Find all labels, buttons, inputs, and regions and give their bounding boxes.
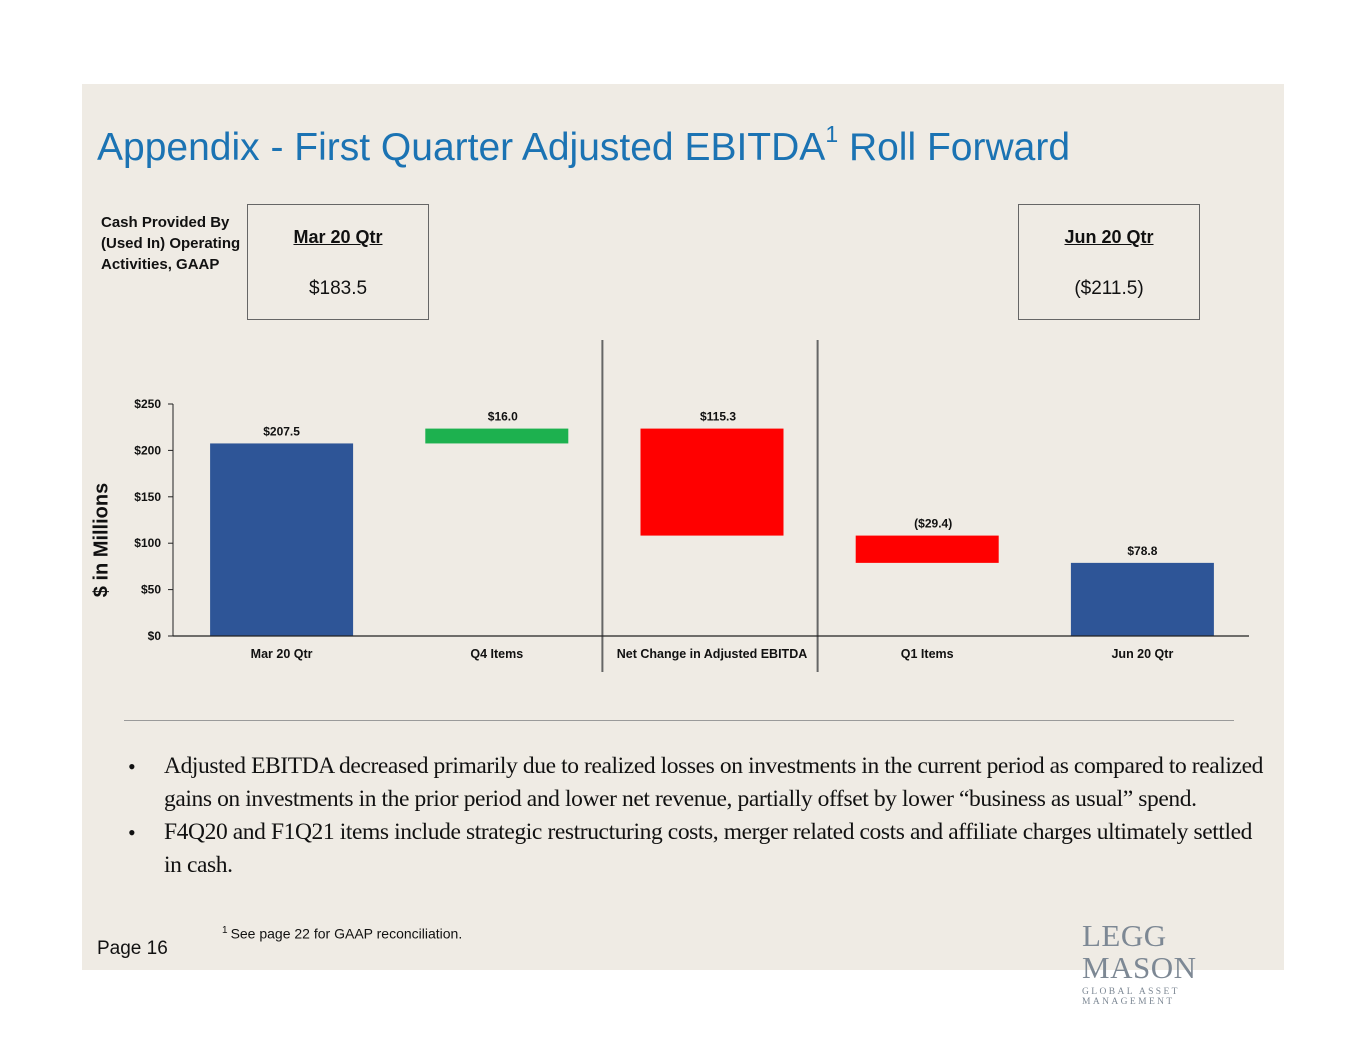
bar <box>855 535 999 563</box>
data-label: ($29.4) <box>914 517 952 531</box>
logo-tagline: GLOBAL ASSET MANAGEMENT <box>1082 987 1180 1007</box>
logo-name: LEGG MASON <box>1082 918 1197 985</box>
y-tick-label: $0 <box>148 629 162 643</box>
bar <box>425 428 569 444</box>
page-title: Appendix - First Quarter Adjusted EBITDA… <box>97 121 1071 170</box>
y-tick-label: $50 <box>141 583 161 597</box>
cash-flow-box-mar20: Mar 20 Qtr $183.5 <box>247 204 429 320</box>
x-tick-label: Mar 20 Qtr <box>251 647 313 661</box>
data-label: $16.0 <box>488 410 518 424</box>
cash-flow-label: Cash Provided By (Used In) Operating Act… <box>101 214 241 273</box>
data-label: $78.8 <box>1127 544 1157 558</box>
cash-flow-box-value: $183.5 <box>308 278 368 299</box>
x-tick-label: Q1 Items <box>901 647 954 661</box>
data-label: $115.3 <box>700 410 736 424</box>
cash-flow-box-value: ($211.5) <box>1074 278 1144 299</box>
legg-mason-logo: LEGG MASON GLOBAL ASSET MANAGEMENT <box>1082 918 1272 1008</box>
y-tick-label: $150 <box>134 490 161 504</box>
divider-line <box>124 720 1234 721</box>
bullet-list: • Adjusted EBITDA decreased primarily due… <box>120 750 1270 882</box>
waterfall-chart: $0 $50 $100 $150 $200 $250 $207.5 Mar 20 Qtr $16… <box>134 340 1249 672</box>
bullet-item: • F4Q20 and F1Q21 items include strategic… <box>120 816 1270 882</box>
cash-flow-box-heading: Mar 20 Qtr <box>293 227 383 247</box>
footnote: 1 See page 22 for GAAP reconciliation. <box>222 925 463 942</box>
x-tick-label: Q4 Items <box>470 647 523 661</box>
bullet-icon: • <box>128 820 136 845</box>
y-tick-label: $100 <box>134 536 161 550</box>
y-tick-label: $250 <box>134 397 161 411</box>
y-tick-label: $200 <box>134 443 161 457</box>
x-tick-label: Net Change in Adjusted EBITDA <box>617 647 808 661</box>
page-number: Page 16 <box>97 938 168 959</box>
bullet-item: • Adjusted EBITDA decreased primarily due… <box>120 750 1270 816</box>
x-tick-label: Jun 20 Qtr <box>1111 647 1173 661</box>
data-label: $207.5 <box>263 424 300 438</box>
bar <box>640 428 784 536</box>
bullet-icon: • <box>128 754 136 779</box>
bar <box>210 443 354 636</box>
cash-flow-box-heading: Jun 20 Qtr <box>1064 227 1154 247</box>
bar <box>1070 562 1214 636</box>
y-axis-label: $ in Millions <box>90 482 113 598</box>
cash-flow-box-jun20: Jun 20 Qtr ($211.5) <box>1018 204 1200 320</box>
